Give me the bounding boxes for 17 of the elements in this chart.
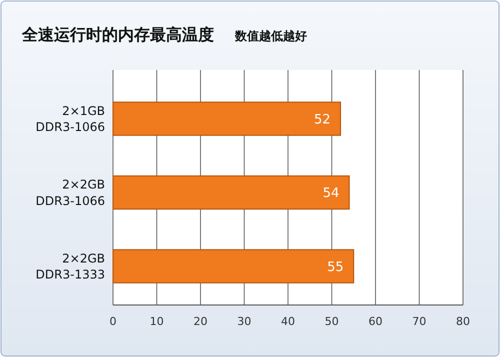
y-tick-label: 2×2GB DDR3-1066 <box>36 178 105 208</box>
x-tick-label: 60 <box>368 315 382 328</box>
x-tick-label: 70 <box>412 315 426 328</box>
chart-title: 全速运行时的内存最高温度 <box>21 25 214 44</box>
y-tick-label: 2×1GB DDR3-1066 <box>36 104 105 134</box>
x-tick-label: 20 <box>194 315 208 328</box>
data-label: 52 <box>314 112 330 128</box>
x-tick-label: 0 <box>110 315 116 328</box>
x-tick-label: 80 <box>456 315 470 328</box>
chart-subtitle: 数值越低越好 <box>234 29 307 43</box>
x-tick-label: 30 <box>237 315 252 328</box>
y-tick-label: 2×2GB DDR3-1333 <box>36 251 105 282</box>
data-label: 54 <box>322 186 340 202</box>
x-tick-label: 10 <box>150 315 164 328</box>
x-tick-label: 50 <box>324 315 339 328</box>
data-label: 55 <box>327 260 344 275</box>
x-tick-label: 40 <box>281 315 295 328</box>
